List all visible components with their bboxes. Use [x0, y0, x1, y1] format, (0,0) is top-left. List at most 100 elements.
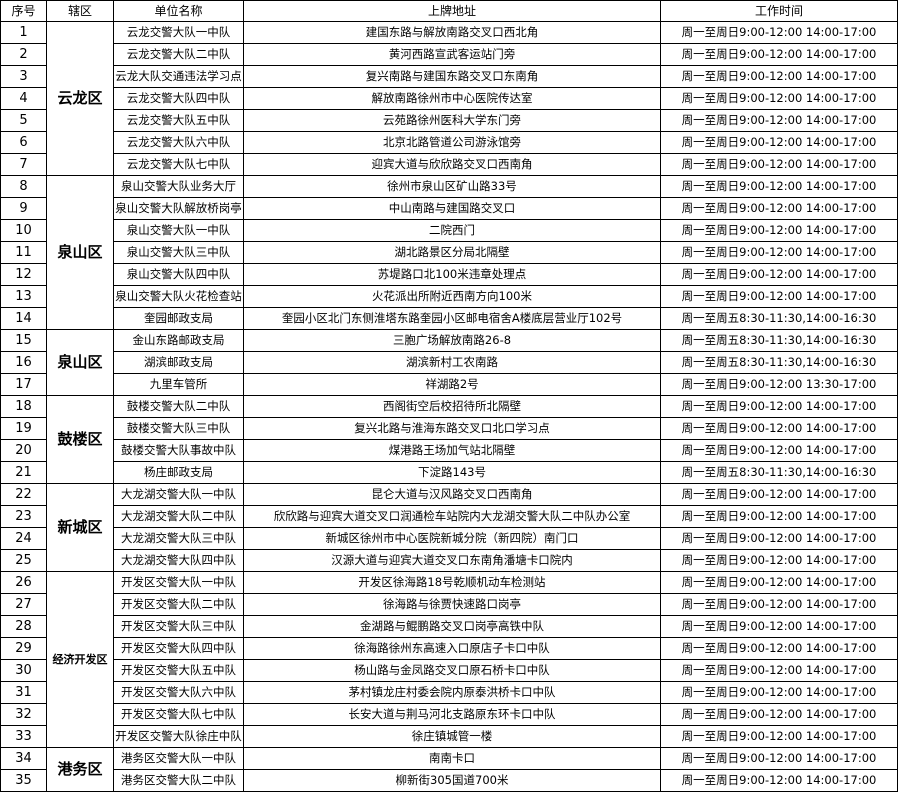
hours-cell: 周一至周五8:30-11:30,14:00-16:30 [660, 307, 898, 330]
unit-cell: 杨庄邮政支局 [113, 461, 244, 484]
unit-cell: 奎园邮政支局 [113, 307, 244, 330]
address-cell: 三胞广场解放南路26-8 [243, 329, 661, 352]
unit-cell: 云龙交警大队七中队 [113, 153, 244, 176]
seq-cell: 11 [0, 241, 47, 264]
unit-cell: 泉山交警大队业务大厅 [113, 175, 244, 198]
hours-cell: 周一至周日9:00-12:00 14:00-17:00 [660, 21, 898, 44]
table-row: 12 泉山交警大队四中队 苏堤路口北100米违章处理点 周一至周日9:00-12:00… [0, 263, 898, 286]
address-cell: 奎园小区北门东侧淮塔东路奎园小区邮电宿舍A楼底层营业厅102号 [243, 307, 661, 330]
unit-cell: 金山东路邮政支局 [113, 329, 244, 352]
address-cell: 煤港路王场加气站北隔壁 [243, 439, 661, 462]
unit-cell: 鼓楼交警大队三中队 [113, 417, 244, 440]
table-row: 16 湖滨邮政支局 湖滨新村工农南路 周一至周五8:30-11:30,14:00-16… [0, 351, 898, 374]
address-cell: 金湖路与鲲鹏路交叉口岗亭高铁中队 [243, 615, 661, 638]
unit-cell: 开发区交警大队一中队 [113, 571, 244, 594]
seq-cell: 20 [0, 439, 47, 462]
hours-cell: 周一至周日9:00-12:00 14:00-17:00 [660, 197, 898, 220]
table-row: 32 开发区交警大队七中队 长安大道与荆马河北支路原东环卡口中队 周一至周日9:00-… [0, 703, 898, 726]
address-cell: 下淀路143号 [243, 461, 661, 484]
address-cell: 复兴北路与淮海东路交叉口北口学习点 [243, 417, 661, 440]
district-cell: 鼓楼区 [46, 395, 114, 484]
hours-cell: 周一至周日9:00-12:00 14:00-17:00 [660, 505, 898, 528]
address-cell: 南南卡口 [243, 747, 661, 770]
seq-cell: 5 [0, 109, 47, 132]
district-cell: 新城区 [46, 483, 114, 572]
table-row: 23 大龙湖交警大队二中队 欣欣路与迎宾大道交叉口润通检车站院内大龙湖交警大队二中队… [0, 505, 898, 528]
district-cell: 泉山区 [46, 329, 114, 396]
address-cell: 柳新街305国道700米 [243, 769, 661, 792]
address-cell: 新城区徐州市中心医院新城分院（新四院）南门口 [243, 527, 661, 550]
seq-cell: 32 [0, 703, 47, 726]
seq-cell: 4 [0, 87, 47, 110]
unit-cell: 开发区交警大队三中队 [113, 615, 244, 638]
hours-cell: 周一至周日9:00-12:00 14:00-17:00 [660, 219, 898, 242]
header-cell: 单位名称 [113, 0, 244, 22]
seq-cell: 29 [0, 637, 47, 660]
unit-cell: 开发区交警大队五中队 [113, 659, 244, 682]
seq-cell: 33 [0, 725, 47, 748]
unit-cell: 泉山交警大队三中队 [113, 241, 244, 264]
address-cell: 徐州市泉山区矿山路33号 [243, 175, 661, 198]
table-row: 11 泉山交警大队三中队 湖北路景区分局北隔壁 周一至周日9:00-12:00 14:… [0, 241, 898, 264]
hours-cell: 周一至周日9:00-12:00 14:00-17:00 [660, 175, 898, 198]
hours-cell: 周一至周日9:00-12:00 14:00-17:00 [660, 241, 898, 264]
table-row: 26 经济开发区 开发区交警大队一中队 开发区徐海路18号乾顺机动车检测站 周一至周日9… [0, 571, 898, 748]
table-row: 17 九里车管所 祥湖路2号 周一至周日9:00-12:00 13:30-17:00 [0, 373, 898, 396]
table-row: 35 港务区交警大队二中队 柳新街305国道700米 周一至周日9:00-12:00 … [0, 769, 898, 792]
hours-cell: 周一至周日9:00-12:00 14:00-17:00 [660, 615, 898, 638]
hours-cell: 周一至周日9:00-12:00 14:00-17:00 [660, 769, 898, 792]
hours-cell: 周一至周日9:00-12:00 14:00-17:00 [660, 483, 898, 506]
table-row: 15 泉山区 金山东路邮政支局 三胞广场解放南路26-8 周一至周五8:30-11:30… [0, 329, 898, 396]
header-cell: 辖区 [46, 0, 114, 22]
hours-cell: 周一至周日9:00-12:00 14:00-17:00 [660, 417, 898, 440]
table-row: 3 云龙大队交通违法学习点 复兴南路与建国东路交叉口东南角 周一至周日9:00-12:… [0, 65, 898, 88]
unit-cell: 九里车管所 [113, 373, 244, 396]
unit-cell: 开发区交警大队四中队 [113, 637, 244, 660]
address-cell: 开发区徐海路18号乾顺机动车检测站 [243, 571, 661, 594]
address-cell: 苏堤路口北100米违章处理点 [243, 263, 661, 286]
address-cell: 欣欣路与迎宾大道交叉口润通检车站院内大龙湖交警大队二中队办公室 [243, 505, 661, 528]
unit-cell: 港务区交警大队一中队 [113, 747, 244, 770]
unit-cell: 开发区交警大队二中队 [113, 593, 244, 616]
unit-cell: 鼓楼交警大队二中队 [113, 395, 244, 418]
seq-cell: 21 [0, 461, 47, 484]
table-row: 20 鼓楼交警大队事故中队 煤港路王场加气站北隔壁 周一至周日9:00-12:00 1… [0, 439, 898, 462]
table-row: 24 大龙湖交警大队三中队 新城区徐州市中心医院新城分院（新四院）南门口 周一至周日9… [0, 527, 898, 550]
hours-cell: 周一至周日9:00-12:00 13:30-17:00 [660, 373, 898, 396]
table-row: 13 泉山交警大队火花检查站 火花派出所附近西南方向100米 周一至周日9:00-12… [0, 285, 898, 308]
header-cell: 工作时间 [660, 0, 898, 22]
unit-cell: 开发区交警大队六中队 [113, 681, 244, 704]
header-cell: 序号 [0, 0, 47, 22]
unit-cell: 云龙交警大队二中队 [113, 43, 244, 66]
table-row: 30 开发区交警大队五中队 杨山路与金凤路交叉口原石桥卡口中队 周一至周日9:00-1… [0, 659, 898, 682]
address-cell: 徐海路徐州东高速入口原店子卡口中队 [243, 637, 661, 660]
seq-cell: 30 [0, 659, 47, 682]
hours-cell: 周一至周日9:00-12:00 14:00-17:00 [660, 131, 898, 154]
hours-cell: 周一至周日9:00-12:00 14:00-17:00 [660, 395, 898, 418]
hours-cell: 周一至周五8:30-11:30,14:00-16:30 [660, 351, 898, 374]
hours-cell: 周一至周日9:00-12:00 14:00-17:00 [660, 637, 898, 660]
unit-cell: 开发区交警大队七中队 [113, 703, 244, 726]
seq-cell: 19 [0, 417, 47, 440]
address-cell: 长安大道与荆马河北支路原东环卡口中队 [243, 703, 661, 726]
address-cell: 中山南路与建国路交叉口 [243, 197, 661, 220]
seq-cell: 16 [0, 351, 47, 374]
hours-cell: 周一至周日9:00-12:00 14:00-17:00 [660, 681, 898, 704]
table-row: 5 云龙交警大队五中队 云苑路徐州医科大学东门旁 周一至周日9:00-12:00 14… [0, 109, 898, 132]
address-cell: 昆仑大道与汉风路交叉口西南角 [243, 483, 661, 506]
address-cell: 徐庄镇城管一楼 [243, 725, 661, 748]
hours-cell: 周一至周日9:00-12:00 14:00-17:00 [660, 65, 898, 88]
unit-cell: 泉山交警大队四中队 [113, 263, 244, 286]
hours-cell: 周一至周日9:00-12:00 14:00-17:00 [660, 571, 898, 594]
seq-cell: 28 [0, 615, 47, 638]
unit-cell: 大龙湖交警大队一中队 [113, 483, 244, 506]
unit-cell: 云龙交警大队一中队 [113, 21, 244, 44]
seq-cell: 22 [0, 483, 47, 506]
table-row: 1 云龙区 云龙交警大队一中队 建国东路与解放南路交叉口西北角 周一至周日9:00-12… [0, 21, 898, 176]
table-row: 29 开发区交警大队四中队 徐海路徐州东高速入口原店子卡口中队 周一至周日9:00-1… [0, 637, 898, 660]
unit-cell: 云龙交警大队五中队 [113, 109, 244, 132]
district-cell: 经济开发区 [46, 571, 114, 748]
seq-cell: 9 [0, 197, 47, 220]
hours-cell: 周一至周日9:00-12:00 14:00-17:00 [660, 593, 898, 616]
